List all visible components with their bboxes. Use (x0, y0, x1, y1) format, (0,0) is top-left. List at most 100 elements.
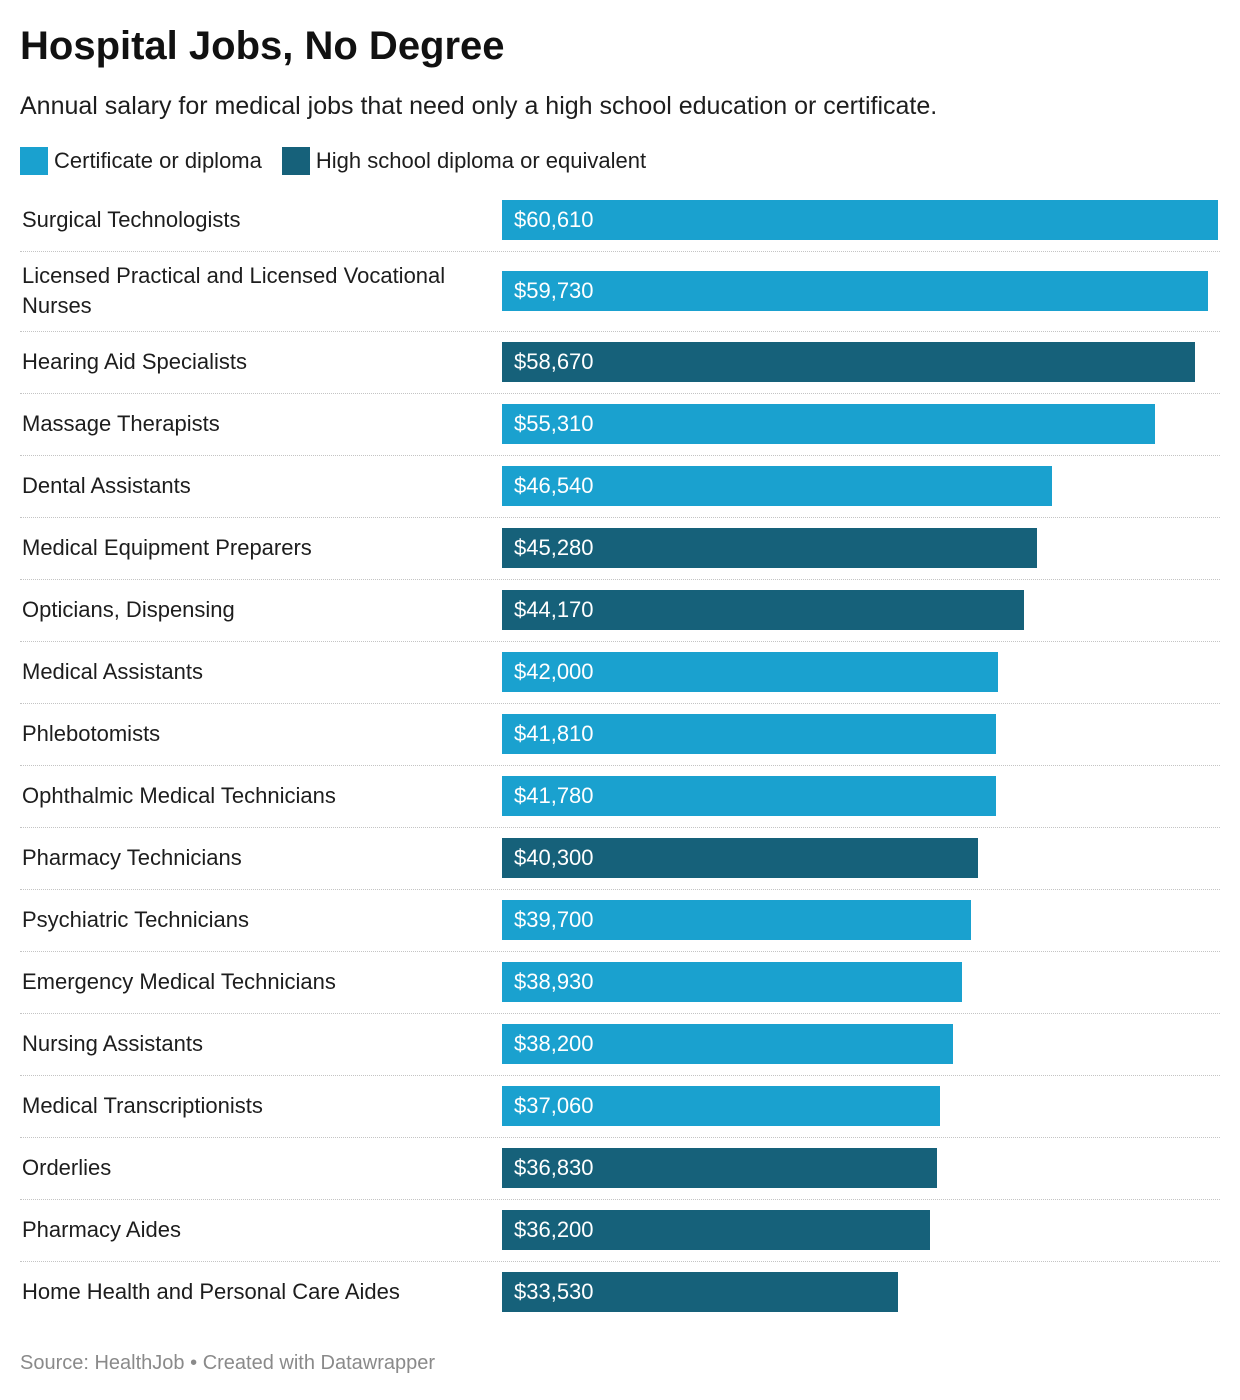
bar: $55,310 (502, 404, 1156, 444)
bar-value-label: $45,280 (514, 535, 594, 560)
chart-footer: Source: HealthJob • Created with Datawra… (20, 1352, 435, 1375)
category-label: Surgical Technologists (22, 207, 241, 232)
bar-value-label: $55,310 (514, 411, 594, 436)
source-note: Source: HealthJob (20, 1352, 185, 1374)
bar-row: Hearing Aid Specialists $58,670 (20, 332, 1220, 394)
bar: $45,280 (502, 528, 1037, 568)
bar-value-label: $59,730 (514, 278, 594, 303)
bar-row: Home Health and Personal Care Aides $33,5… (20, 1262, 1220, 1324)
bar: $37,060 (502, 1086, 940, 1126)
bar: $40,300 (502, 838, 979, 878)
legend-item-certificate: Certificate or diploma (20, 147, 262, 175)
bar: $33,530 (502, 1272, 899, 1312)
bar-row: Medical Equipment Preparers $45,280 (20, 518, 1220, 580)
credit-note: Created with Datawrapper (202, 1352, 436, 1374)
category-label: Phlebotomists (22, 721, 161, 746)
bar-row: Nursing Assistants $38,200 (20, 1014, 1220, 1076)
category-label: Home Health and Personal Care Aides (22, 1279, 400, 1304)
row-divider (20, 331, 1220, 332)
bar-value-label: $38,930 (514, 969, 594, 994)
bar-value-label: $39,700 (514, 907, 594, 932)
row-divider (20, 517, 1220, 518)
bar-row: Medical Transcriptionists $37,060 (20, 1076, 1220, 1138)
category-label: Medical Assistants (22, 659, 203, 684)
bar-row: Massage Therapists $55,310 (20, 394, 1220, 456)
row-divider (20, 1137, 1220, 1138)
row-divider (20, 951, 1220, 952)
bar-value-label: $46,540 (514, 473, 594, 498)
bar: $36,200 (502, 1210, 930, 1250)
row-divider (20, 1199, 1220, 1200)
row-divider (20, 827, 1220, 828)
bar-chart: Surgical Technologists $60,610 Licensed Pr… (20, 190, 1220, 1325)
legend-label-certificate: Certificate or diploma (54, 148, 262, 173)
bar-row: Dental Assistants $46,540 (20, 456, 1220, 518)
bar-row: Orderlies $36,830 (20, 1138, 1220, 1200)
bar-value-label: $37,060 (514, 1093, 594, 1118)
category-label: Opticians, Dispensing (22, 597, 235, 622)
row-divider (20, 251, 1220, 252)
bar-row: Medical Assistants $42,000 (20, 642, 1220, 704)
chart-subtitle: Annual salary for medical jobs that need… (20, 92, 938, 120)
bar-row: Surgical Technologists $60,610 (20, 190, 1220, 252)
row-divider (20, 1261, 1220, 1262)
bar: $39,700 (502, 900, 971, 940)
footer-separator: • (190, 1352, 198, 1374)
bar-row: Ophthalmic Medical Technicians $41,780 (20, 766, 1220, 828)
bar-row: Phlebotomists $41,810 (20, 704, 1220, 766)
bar-value-label: $36,830 (514, 1155, 594, 1180)
bar-value-label: $41,780 (514, 783, 594, 808)
category-label: Medical Transcriptionists (22, 1093, 263, 1118)
category-label: Dental Assistants (22, 473, 191, 498)
row-divider (20, 1013, 1220, 1014)
bar: $38,930 (502, 962, 962, 1002)
category-label: Orderlies (22, 1155, 112, 1180)
bar: $41,810 (502, 714, 996, 754)
bar-row: Emergency Medical Technicians $38,930 (20, 952, 1220, 1014)
category-label: Massage Therapists (22, 411, 220, 436)
category-label: Pharmacy Technicians (22, 845, 242, 870)
category-label: Ophthalmic Medical Technicians (22, 783, 336, 808)
bar: $42,000 (502, 652, 999, 692)
row-divider (20, 1075, 1220, 1076)
bar-value-label: $41,810 (514, 721, 594, 746)
legend-label-high-school: High school diploma or equivalent (315, 148, 647, 173)
bar: $59,730 (502, 271, 1208, 311)
category-label: Licensed Practical and Licensed Vocation… (22, 263, 446, 318)
row-divider (20, 889, 1220, 890)
row-divider (20, 579, 1220, 580)
bar: $60,610 (502, 200, 1218, 240)
category-label: Emergency Medical Technicians (22, 969, 336, 994)
category-label: Psychiatric Technicians (22, 907, 250, 932)
bar: $38,200 (502, 1024, 954, 1064)
category-label: Nursing Assistants (22, 1031, 203, 1056)
category-label: Medical Equipment Preparers (22, 535, 312, 560)
bar-row: Licensed Practical and Licensed Vocation… (20, 252, 1220, 332)
bar-row: Pharmacy Aides $36,200 (20, 1200, 1220, 1262)
bar-value-label: $36,200 (514, 1217, 594, 1242)
bar-value-label: $60,610 (514, 207, 594, 232)
row-divider (20, 703, 1220, 704)
bar-value-label: $40,300 (514, 845, 594, 870)
bar: $58,670 (502, 342, 1196, 382)
bar-value-label: $42,000 (514, 659, 594, 684)
bar-row: Pharmacy Technicians $40,300 (20, 828, 1220, 890)
category-label: Hearing Aid Specialists (22, 349, 248, 374)
bar-value-label: $44,170 (514, 597, 594, 622)
bar: $46,540 (502, 466, 1052, 506)
bar: $36,830 (502, 1148, 938, 1188)
legend-item-high-school: High school diploma or equivalent (281, 147, 647, 175)
row-divider (20, 455, 1220, 456)
legend-swatch-high-school (281, 147, 310, 175)
row-divider (20, 765, 1220, 766)
category-label: Pharmacy Aides (22, 1217, 181, 1242)
bar-value-label: $58,670 (514, 349, 594, 374)
bar-value-label: $33,530 (514, 1279, 594, 1304)
bar-row: Psychiatric Technicians $39,700 (20, 890, 1220, 952)
legend-swatch-certificate (20, 147, 48, 175)
row-divider (20, 641, 1220, 642)
legend: Certificate or diploma High school diplo… (20, 145, 666, 177)
row-divider (20, 393, 1220, 394)
bar: $44,170 (502, 590, 1024, 630)
bar: $41,780 (502, 776, 996, 816)
